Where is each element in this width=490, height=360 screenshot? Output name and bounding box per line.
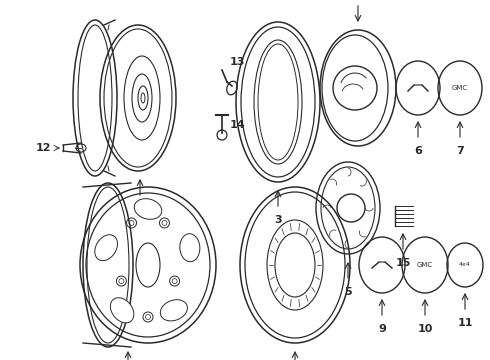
Ellipse shape [134, 199, 162, 219]
Text: 10: 10 [417, 324, 433, 334]
Text: 3: 3 [274, 215, 282, 225]
Ellipse shape [160, 300, 187, 321]
Text: 14: 14 [230, 120, 245, 130]
Text: 15: 15 [395, 258, 411, 268]
Ellipse shape [95, 235, 118, 261]
Text: 7: 7 [456, 146, 464, 156]
Circle shape [337, 194, 365, 222]
Text: 13: 13 [230, 57, 245, 67]
Text: 1: 1 [136, 204, 144, 214]
Text: 11: 11 [457, 318, 473, 328]
Ellipse shape [180, 234, 200, 262]
Text: GMC: GMC [452, 85, 468, 91]
Text: GMC: GMC [417, 262, 433, 268]
Text: 9: 9 [378, 324, 386, 334]
Text: 6: 6 [414, 146, 422, 156]
Text: 12: 12 [35, 143, 51, 153]
Text: 4x4: 4x4 [459, 262, 471, 267]
Text: 5: 5 [344, 287, 352, 297]
Ellipse shape [110, 298, 134, 323]
